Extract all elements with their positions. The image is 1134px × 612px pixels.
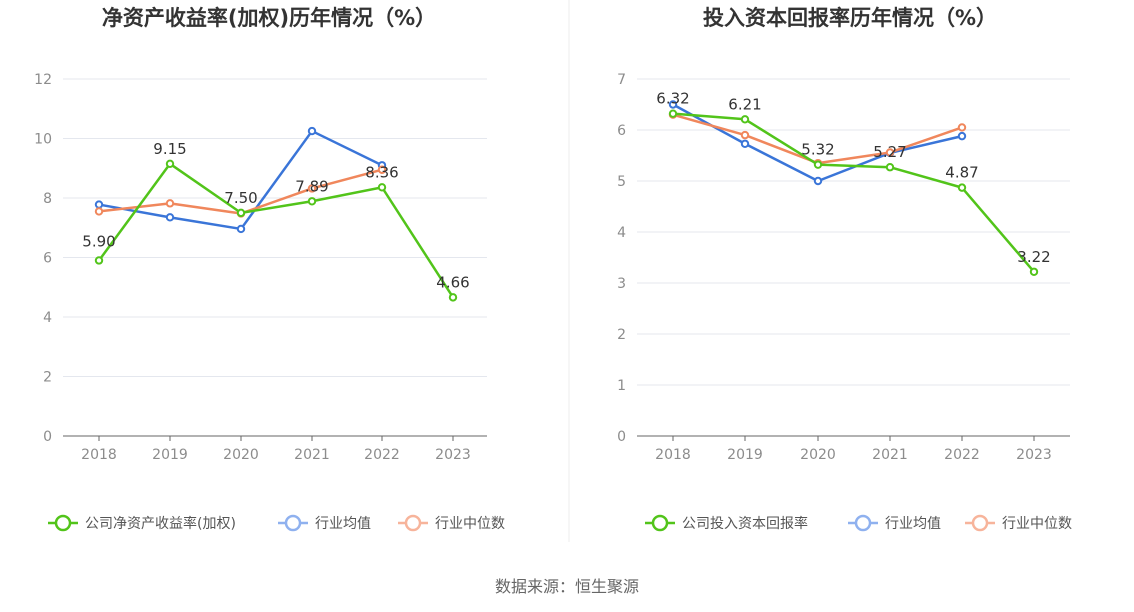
- x-tick-label: 2020: [800, 447, 836, 463]
- x-tick-label: 2018: [655, 447, 691, 463]
- y-tick-label: 2: [43, 370, 52, 386]
- x-tick-label: 2021: [872, 447, 908, 463]
- data-label: 4.87: [945, 164, 978, 182]
- x-tick-label: 2019: [727, 447, 763, 463]
- data-point: [813, 176, 823, 186]
- legend-marker: [971, 514, 989, 532]
- data-point: [957, 183, 967, 192]
- chart-title: 净资产收益率(加权)历年情况（%）: [102, 6, 436, 30]
- data-label: 5.90: [82, 232, 115, 250]
- legend-label: 公司净资产收益率(加权): [85, 515, 236, 532]
- y-tick-label: 7: [617, 72, 626, 88]
- x-tick-label: 2022: [944, 447, 980, 463]
- data-point: [307, 126, 317, 136]
- x-tick-label: 2020: [223, 447, 259, 463]
- y-tick-label: 0: [43, 429, 52, 445]
- data-point: [165, 213, 175, 222]
- data-label: 6.21: [728, 95, 761, 113]
- data-point: [1029, 267, 1039, 276]
- data-label: 7.50: [224, 189, 257, 207]
- chart-title: 投入资本回报率历年情况（%）: [703, 6, 997, 30]
- y-tick-label: 0: [617, 429, 626, 445]
- data-point: [94, 256, 104, 265]
- data-point: [668, 100, 678, 109]
- x-tick-label: 2021: [294, 447, 330, 463]
- data-point: [957, 131, 967, 141]
- y-tick-label: 1: [617, 378, 626, 394]
- data-source: 数据来源：恒生聚源: [495, 577, 639, 596]
- y-tick-label: 5: [617, 174, 626, 190]
- data-label: 8.36: [365, 163, 398, 181]
- data-point: [377, 183, 387, 192]
- legend-label: 行业中位数: [435, 516, 505, 532]
- data-point: [813, 160, 823, 169]
- data-point: [236, 224, 246, 234]
- data-point: [740, 130, 750, 140]
- data-point: [236, 208, 246, 218]
- data-point: [885, 163, 895, 172]
- legend-label: 行业均值: [315, 516, 371, 532]
- data-point: [668, 109, 678, 118]
- y-tick-label: 4: [617, 225, 626, 241]
- data-label: 6.32: [656, 90, 689, 108]
- data-label: 7.89: [295, 177, 328, 195]
- legend-marker: [404, 514, 422, 532]
- data-point: [448, 293, 458, 302]
- data-label: 4.66: [436, 273, 469, 291]
- y-tick-label: 10: [34, 132, 52, 148]
- data-label: 5.32: [801, 141, 834, 159]
- y-tick-label: 12: [34, 72, 52, 88]
- legend-marker: [54, 514, 72, 532]
- x-tick-label: 2018: [81, 447, 117, 463]
- legend-marker: [854, 514, 872, 532]
- y-tick-label: 4: [43, 310, 52, 326]
- data-point: [307, 197, 317, 206]
- data-label: 3.22: [1017, 248, 1050, 266]
- y-tick-label: 8: [43, 191, 52, 207]
- legend-marker: [651, 514, 669, 532]
- x-tick-label: 2023: [435, 447, 471, 463]
- data-point: [377, 165, 387, 174]
- data-point: [885, 148, 895, 157]
- legend-label: 行业均值: [885, 516, 941, 532]
- legend-label: 公司投入资本回报率: [682, 515, 808, 532]
- data-point: [307, 184, 317, 193]
- data-point: [165, 199, 175, 208]
- data-point: [94, 200, 104, 209]
- y-tick-label: 3: [617, 276, 626, 292]
- data-point: [957, 123, 967, 132]
- x-tick-label: 2019: [152, 447, 188, 463]
- data-label: 9.15: [153, 140, 186, 158]
- x-tick-label: 2022: [364, 447, 400, 463]
- series-line: [672, 112, 1035, 273]
- data-point: [740, 139, 750, 148]
- data-point: [165, 159, 175, 168]
- data-point: [94, 207, 104, 216]
- data-label: 5.27: [873, 143, 906, 161]
- series-line: [97, 162, 455, 299]
- y-tick-label: 6: [617, 123, 626, 139]
- roe-chart: 净资产收益率(加权)历年情况（%） 0 2 4 6 8 10 12 2018 2019 2020 20…: [34, 6, 505, 532]
- legend-marker: [284, 514, 302, 532]
- legend-label: 行业中位数: [1002, 516, 1072, 532]
- y-tick-label: 2: [617, 327, 626, 343]
- y-tick-label: 6: [43, 251, 52, 267]
- data-point: [740, 115, 750, 124]
- roic-chart: 投入资本回报率历年情况（%） 0 1 2 3 4 5 6 7 2018 2019 2020 2021 20…: [617, 6, 1072, 532]
- x-tick-label: 2023: [1016, 447, 1052, 463]
